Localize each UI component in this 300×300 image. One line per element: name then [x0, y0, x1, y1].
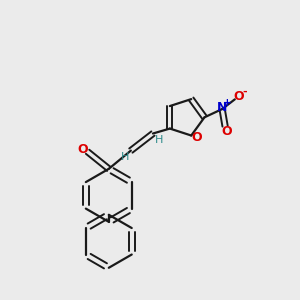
Text: +: + — [223, 98, 232, 108]
Text: N: N — [217, 101, 227, 114]
Text: -: - — [242, 86, 247, 96]
Text: O: O — [233, 90, 244, 103]
Text: H: H — [122, 152, 130, 162]
Text: H: H — [154, 135, 163, 145]
Text: O: O — [77, 143, 88, 156]
Text: O: O — [192, 131, 203, 144]
Text: O: O — [221, 125, 232, 138]
